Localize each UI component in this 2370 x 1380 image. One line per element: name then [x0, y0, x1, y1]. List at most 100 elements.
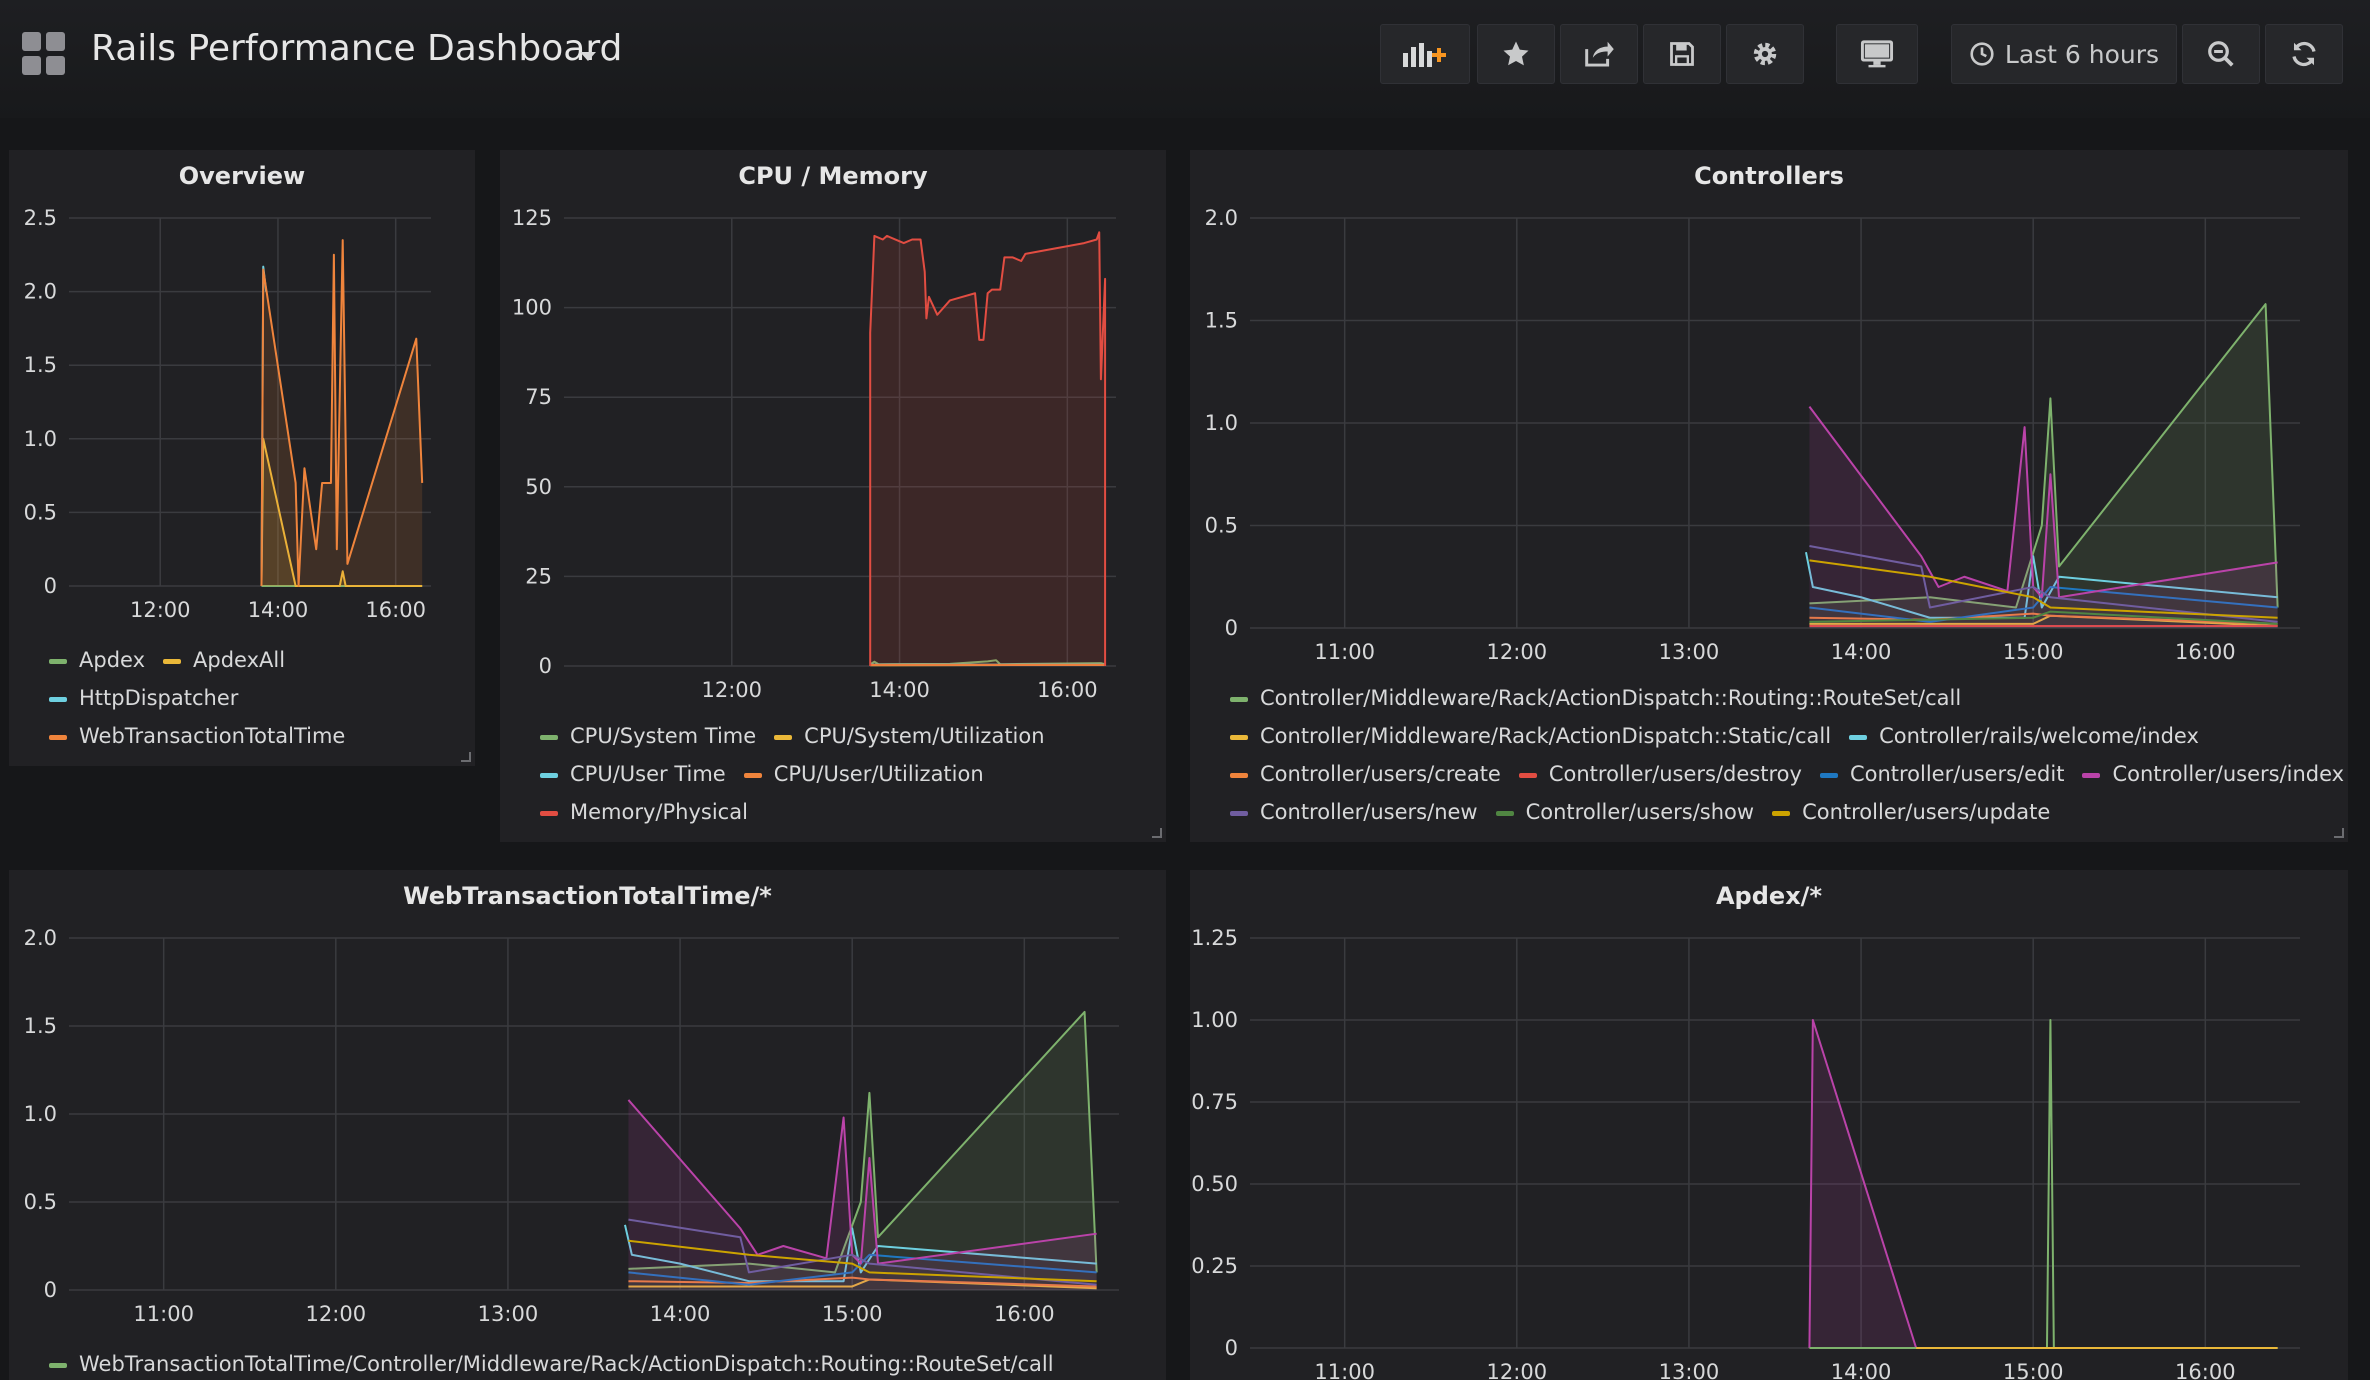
legend-label: Controller/users/destroy	[1548, 762, 1802, 786]
series-line	[1808, 1019, 1918, 1349]
x-tick-label: 15:00	[2003, 640, 2064, 664]
dashboard-title[interactable]: Rails Performance Dashboard	[91, 28, 623, 69]
legend-item[interactable]: Controller/Middleware/Rack/ActionDispatc…	[1230, 684, 1961, 712]
series-area	[628, 1011, 1097, 1290]
series-line	[1809, 545, 2278, 623]
legend-label: Controller/users/new	[1260, 800, 1478, 824]
view-mode-button[interactable]	[1836, 24, 1918, 84]
legend-item[interactable]: Controller/users/destroy	[1518, 760, 1802, 788]
grid: 0 0.5 1.0 1.5 2.0 11:00 12:00 13:00 14:00 15:00 16…	[1205, 206, 2300, 664]
legend-swatch	[1518, 772, 1537, 778]
cpu-memory-chart[interactable]: 0 25 50 75 100 125 12:00 14:00 16:00	[500, 150, 1166, 842]
plot-area	[1808, 1019, 2278, 1349]
legend-swatch	[1849, 734, 1868, 740]
x-tick-label: 16:00	[2175, 1360, 2236, 1380]
x-tick-label: 14:00	[248, 598, 309, 622]
x-tick-label: 11:00	[1314, 640, 1375, 664]
plot-area	[624, 1010, 1098, 1290]
dashboard-grid-icon[interactable]	[22, 32, 66, 76]
x-tick-label: 12:00	[306, 1302, 367, 1326]
y-tick-label: 2.5	[24, 206, 57, 230]
legend-item[interactable]: WebTransactionTotalTime/Controller/Middl…	[49, 1350, 1054, 1378]
legend-swatch	[2082, 772, 2101, 778]
apdex-chart[interactable]: 0 0.25 0.50 0.75 1.00 1.25 11:00 12:00 13:00 14:0…	[1190, 870, 2348, 1380]
legend-item[interactable]: CPU/User/Utilization	[743, 760, 984, 788]
series-line	[628, 1253, 1097, 1286]
legend-item[interactable]: CPU/System Time	[540, 722, 756, 750]
x-tick-label: 12:00	[702, 678, 763, 702]
y-tick-label: 125	[512, 206, 552, 230]
plot-area	[1805, 303, 2279, 628]
series-line	[628, 1218, 1097, 1286]
legend-item[interactable]: ApdexAll	[163, 646, 285, 674]
legend-item[interactable]: WebTransactionTotalTime	[49, 722, 345, 750]
x-tick-label: 12:00	[1487, 1360, 1548, 1380]
legend-label: HttpDispatcher	[79, 686, 239, 710]
legend-swatch	[1495, 810, 1514, 816]
legend-row: Controller/Middleware/Rack/ActionDispatc…	[1230, 722, 2217, 750]
chevron-down-icon[interactable]	[580, 52, 596, 61]
series-line	[628, 1276, 1097, 1288]
legend-item[interactable]: Controller/users/update	[1772, 798, 2050, 826]
legend-item[interactable]: Controller/rails/welcome/index	[1849, 722, 2199, 750]
x-tick-label: 16:00	[994, 1302, 1055, 1326]
y-tick-label: 0.5	[24, 1190, 57, 1214]
star-dashboard-button[interactable]	[1477, 24, 1555, 84]
series-line	[628, 1239, 1097, 1283]
overview-chart[interactable]: 0 0.5 1.0 1.5 2.0 2.5 12:00 14:00 16:00	[9, 150, 475, 766]
legend-item[interactable]: CPU/System/Utilization	[774, 722, 1045, 750]
resize-handle[interactable]	[2334, 828, 2344, 838]
legend-item[interactable]: Controller/users/index	[2082, 760, 2344, 788]
legend-item[interactable]: Controller/users/show	[1495, 798, 1754, 826]
share-dashboard-button[interactable]	[1560, 24, 1638, 84]
add-panel-button[interactable]	[1380, 24, 1470, 84]
panel-title[interactable]: CPU / Memory	[738, 162, 928, 190]
legend-item[interactable]: Apdex	[49, 646, 145, 674]
x-tick-label: 13:00	[1659, 1360, 1720, 1380]
panel-cpu-memory: CPU / Memory 0 25 50 75 100 125 12:00 14:00 16:0…	[500, 150, 1166, 842]
grid: 0 0.5 1.0 1.5 2.0 2.5 12:00 14:00 16:00	[24, 206, 431, 622]
legend-item[interactable]: Controller/users/edit	[1819, 760, 2064, 788]
legend-swatch	[1819, 772, 1838, 778]
monitor-icon	[1860, 40, 1894, 68]
refresh-icon	[2292, 41, 2316, 67]
legend-item[interactable]: Memory/Physical	[540, 798, 748, 826]
legend-swatch	[540, 734, 558, 740]
x-tick-label: 12:00	[1487, 640, 1548, 664]
x-tick-label: 13:00	[1659, 640, 1720, 664]
legend-row: Memory/Physical	[540, 798, 766, 826]
webtransaction-chart[interactable]: 0 0.5 1.0 1.5 2.0 11:00 12:00 13:00 14:00 15:00 16…	[9, 870, 1166, 1380]
legend-label: Controller/users/update	[1802, 800, 2051, 824]
series-line	[869, 231, 1107, 666]
panel-overview: Overview 0 0.5 1.0 1.5 2.0 2.5 12:00 14:00 16:00…	[9, 150, 475, 766]
legend-item[interactable]: Controller/users/new	[1230, 798, 1478, 826]
panel-title[interactable]: WebTransactionTotalTime/*	[403, 882, 772, 910]
resize-handle[interactable]	[1152, 828, 1162, 838]
legend-item[interactable]: CPU/User Time	[540, 760, 726, 788]
gear-icon	[1753, 42, 1777, 66]
legend-label: WebTransactionTotalTime	[79, 724, 346, 748]
panel-title[interactable]: Controllers	[1694, 162, 1844, 190]
panel-title[interactable]: Apdex/*	[1715, 882, 1822, 910]
y-tick-label: 0.5	[1205, 514, 1238, 538]
y-tick-label: 1.5	[1205, 309, 1238, 333]
settings-button[interactable]	[1726, 24, 1804, 84]
refresh-button[interactable]	[2265, 24, 2343, 84]
series-area	[261, 438, 423, 586]
grid: 0 0.25 0.50 0.75 1.00 1.25 11:00 12:00 13:00 14:0…	[1191, 926, 2300, 1380]
save-dashboard-button[interactable]	[1643, 24, 1721, 84]
y-tick-label: 0	[539, 654, 552, 678]
zoom-out-button[interactable]	[2182, 24, 2260, 84]
x-tick-label: 14:00	[1831, 1360, 1892, 1380]
legend-label: Memory/Physical	[570, 800, 748, 824]
time-range-picker[interactable]: Last 6 hours	[1951, 24, 2177, 84]
star-icon	[1503, 41, 1529, 66]
legend-row: CPU/User Time CPU/User/Utilization	[540, 760, 1002, 788]
controllers-chart[interactable]: 0 0.5 1.0 1.5 2.0 11:00 12:00 13:00 14:00 15:00 16…	[1190, 150, 2348, 842]
legend-item[interactable]: Controller/Middleware/Rack/ActionDispatc…	[1230, 722, 1831, 750]
legend-item[interactable]: HttpDispatcher	[49, 684, 238, 712]
panel-title[interactable]: Overview	[178, 162, 306, 190]
y-tick-label: 1.0	[1205, 411, 1238, 435]
legend-item[interactable]: Controller/users/create	[1230, 760, 1501, 788]
resize-handle[interactable]	[461, 752, 471, 762]
